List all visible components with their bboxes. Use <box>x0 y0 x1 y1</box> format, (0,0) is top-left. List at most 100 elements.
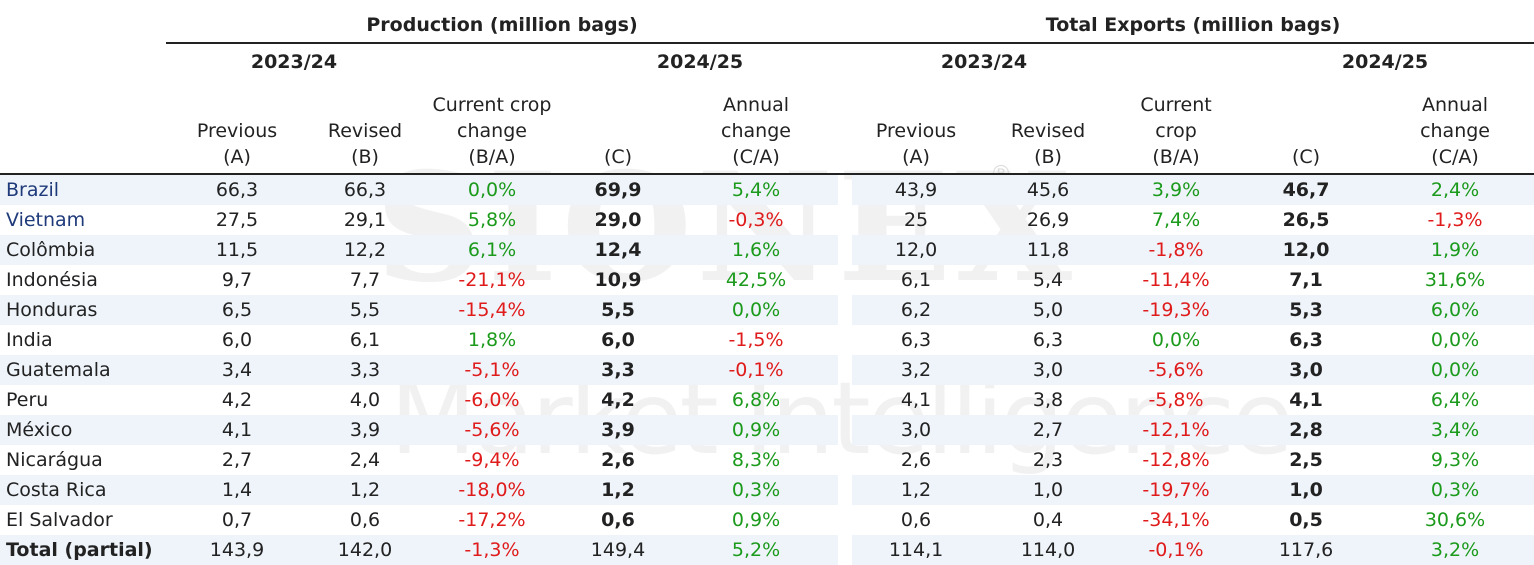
country-name: Costa Rica <box>0 475 166 505</box>
exports-cell: 6,4% <box>1430 389 1480 411</box>
production-header: Production (million bags) <box>166 0 839 44</box>
table-row: Honduras 6,5 5,5 -15,4% 5,5 0,0% 6,2 5,0 -19,3% 5… <box>0 295 1534 325</box>
exports-cell: 2,6 <box>900 449 932 471</box>
exports-cell: -5,6% <box>1116 355 1237 385</box>
production-cell: 29,1 <box>343 209 387 231</box>
country-name: India <box>6 329 53 351</box>
exports-cell: 6,3 <box>1032 329 1064 351</box>
exports-cell: 9,3% <box>1430 449 1480 471</box>
production-cell: -5,1% <box>422 355 562 385</box>
table-row: Vietnam 27,5 29,1 5,8% 29,0 -0,3% 25 26,9 7,4% 26… <box>0 205 1534 235</box>
production-col-header-3: (C) <box>562 80 674 175</box>
production-cell: 3,3 <box>562 355 674 385</box>
production-cell: 69,9 <box>562 175 674 205</box>
exports-cell: 6,2 <box>852 295 981 325</box>
production-cell: -5,6% <box>422 415 562 445</box>
exports-cell: -11,4% <box>1142 269 1210 291</box>
exports-cell: 3,0 <box>980 355 1117 385</box>
production-cell: 2,7 <box>221 449 253 471</box>
exports-col-header-2-line: (B/A) <box>1152 146 1200 168</box>
production-col-header-4-line: change <box>721 120 791 142</box>
exports-cell: 4,1 <box>900 389 932 411</box>
exports-col-header-2-line: crop <box>1155 120 1197 142</box>
exports-cell: 0,0% <box>1376 355 1534 385</box>
exports-cell: 6,3 <box>900 329 932 351</box>
production-col-header-0: Previous (A) <box>166 80 308 175</box>
exports-cell: 43,9 <box>852 175 981 205</box>
production-cell: 2,4 <box>349 449 381 471</box>
production-cell: 9,7 <box>221 269 253 291</box>
exports-cell: 0,3% <box>1376 475 1534 505</box>
exports-cell: 0,4 <box>1032 509 1064 531</box>
exports-cell: 30,6% <box>1424 509 1486 531</box>
exports-cell: 114,0 <box>980 535 1117 565</box>
exports-cell: -12,8% <box>1142 449 1210 471</box>
production-cell: 42,5% <box>725 269 787 291</box>
production-cell: 3,3 <box>308 355 422 385</box>
production-cell: 3,4 <box>166 355 308 385</box>
exports-col-header-1-line: (B) <box>1034 146 1062 168</box>
production-cell: -6,0% <box>464 389 520 411</box>
exports-cell: 3,2 <box>852 355 981 385</box>
production-cell: 5,4% <box>674 175 839 205</box>
country-name: Total (partial) <box>0 535 166 565</box>
production-cell: 4,1 <box>166 415 308 445</box>
exports-col-header-4-line: change <box>1420 120 1490 142</box>
production-cell: 66,3 <box>166 175 308 205</box>
production-cell: 143,9 <box>166 535 308 565</box>
production-col-header-4-line: Annual <box>722 94 790 116</box>
exports-cell: 45,6 <box>980 175 1117 205</box>
exports-cell: -19,7% <box>1116 475 1237 505</box>
exports-cell: -1,8% <box>1116 235 1237 265</box>
table-row: Total (partial) 143,9 142,0 -1,3% 149,4 5,2% 1… <box>0 535 1534 565</box>
exports-cell: 0,0% <box>1151 329 1201 351</box>
country-name: Brazil <box>0 175 166 205</box>
production-cell: 2,6 <box>601 449 635 471</box>
exports-cell: 2,4% <box>1376 175 1534 205</box>
production-col-header-1-line: Revised <box>327 120 403 142</box>
exports-cell: 26,5 <box>1282 209 1330 231</box>
exports-cell: 3,8 <box>1032 389 1064 411</box>
production-cell: 3,9 <box>308 415 422 445</box>
table-row: Brazil 66,3 66,3 0,0% 69,9 5,4% 43,9 45,6 3,9% 46… <box>0 175 1534 205</box>
production-cell: 6,0 <box>221 329 253 351</box>
exports-cell: 46,7 <box>1236 175 1377 205</box>
exports-cell: -5,8% <box>1148 389 1204 411</box>
exports-cell: 5,3 <box>1236 295 1377 325</box>
exports-cell: 6,1 <box>900 269 932 291</box>
production-cell: 4,0 <box>349 389 381 411</box>
exports-col-header-2: Current crop (B/A) <box>1116 80 1237 175</box>
table-row: El Salvador 0,7 0,6 -17,2% 0,6 0,9% 0,6 0,4 -34,… <box>0 505 1534 535</box>
production-col-header-1: Revised (B) <box>308 80 422 175</box>
production-cell: 5,2% <box>674 535 839 565</box>
production-cell: 27,5 <box>215 209 259 231</box>
country-name: Indonésia <box>6 269 98 291</box>
production-cell: 0,9% <box>674 415 839 445</box>
production-cell: 12,4 <box>562 235 674 265</box>
exports-cell: 2,8 <box>1236 415 1377 445</box>
table-row: Guatemala 3,4 3,3 -5,1% 3,3 -0,1% 3,2 3,0 -5,6% 3… <box>0 355 1534 385</box>
table-row: Colômbia 11,5 12,2 6,1% 12,4 1,6% 12,0 11,8 -1,8… <box>0 235 1534 265</box>
production-col-header-0-line: Previous <box>196 120 278 142</box>
exports-cell: 1,2 <box>852 475 981 505</box>
production-cell: 66,3 <box>308 175 422 205</box>
exports-cell: 117,6 <box>1236 535 1377 565</box>
production-cell: 6,1 <box>349 329 381 351</box>
production-col-header-2-line: change <box>457 120 527 142</box>
exports-cell: 0,5 <box>1289 509 1323 531</box>
exports-cell: 3,2% <box>1376 535 1534 565</box>
exports-cell: -12,1% <box>1116 415 1237 445</box>
production-col-header-2: Current crop change (B/A) <box>422 80 562 175</box>
exports-year-current: 2024/25 <box>1341 51 1429 73</box>
production-cell: 6,8% <box>731 389 781 411</box>
exports-cell: 7,1 <box>1289 269 1323 291</box>
country-name: Colômbia <box>0 235 166 265</box>
exports-year-previous: 2023/24 <box>940 51 1028 73</box>
production-cell: 4,2 <box>601 389 635 411</box>
country-name: El Salvador <box>6 509 113 531</box>
exports-col-header-4-line: Annual <box>1422 94 1489 116</box>
exports-cell: 1,9% <box>1376 235 1534 265</box>
production-cell: 0,6 <box>349 509 381 531</box>
production-cell: 29,0 <box>594 209 642 231</box>
exports-cell: 26,9 <box>1026 209 1070 231</box>
